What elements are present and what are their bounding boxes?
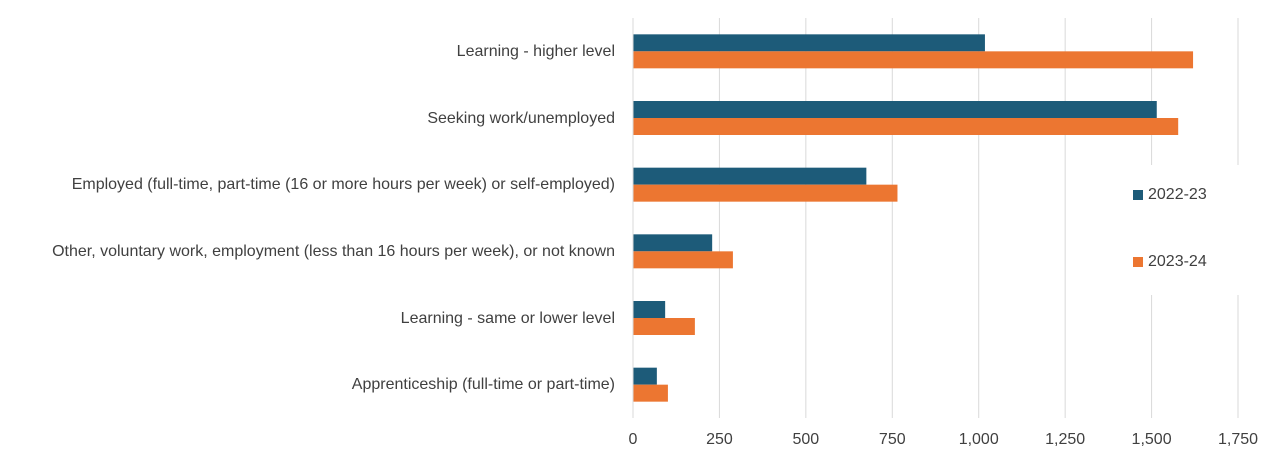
x-tick-label: 1,500 — [1132, 431, 1172, 448]
bar — [633, 184, 898, 202]
legend-swatch — [1133, 190, 1143, 200]
x-tick-label: 750 — [879, 431, 906, 448]
legend-label: 2023-24 — [1148, 253, 1207, 270]
category-label-box: Learning - same or lower level — [0, 288, 615, 348]
bar — [633, 101, 1157, 118]
bar — [633, 384, 668, 402]
legend-swatch — [1133, 257, 1143, 267]
y-tick-label: Apprenticeship (full-time or part-time) — [351, 376, 615, 394]
category-label-box: Other, voluntary work, employment (less … — [0, 221, 615, 281]
bar — [633, 118, 1179, 135]
bar — [633, 167, 867, 185]
y-tick-label: Learning - same or lower level — [400, 309, 615, 327]
x-tick-label: 0 — [629, 431, 638, 448]
bar — [633, 251, 733, 269]
x-tick-label: 250 — [706, 431, 733, 448]
x-tick-label: 1,000 — [959, 431, 999, 448]
category-label-box: Seeking work/unemployed — [0, 88, 615, 148]
y-tick-label: Seeking work/unemployed — [427, 109, 615, 127]
bar — [633, 318, 695, 335]
y-tick-label: Employed (full-time, part-time (16 or mo… — [71, 176, 615, 194]
category-label-box: Apprenticeship (full-time or part-time) — [0, 355, 615, 415]
x-tick-label: 500 — [793, 431, 820, 448]
y-tick-label: Learning - higher level — [456, 42, 615, 60]
bar — [633, 234, 713, 252]
legend-box — [1120, 165, 1240, 295]
bar — [633, 301, 666, 318]
bar — [633, 51, 1194, 69]
x-tick-label: 1,250 — [1045, 431, 1085, 448]
legend-label: 2022-23 — [1148, 186, 1207, 203]
category-label-box: Employed (full-time, part-time (16 or mo… — [0, 155, 615, 215]
bar — [633, 367, 657, 385]
bar — [633, 34, 985, 52]
x-tick-label: 1,750 — [1218, 431, 1258, 448]
category-label-box: Learning - higher level — [0, 21, 615, 81]
y-tick-label: Other, voluntary work, employment (less … — [52, 242, 615, 260]
